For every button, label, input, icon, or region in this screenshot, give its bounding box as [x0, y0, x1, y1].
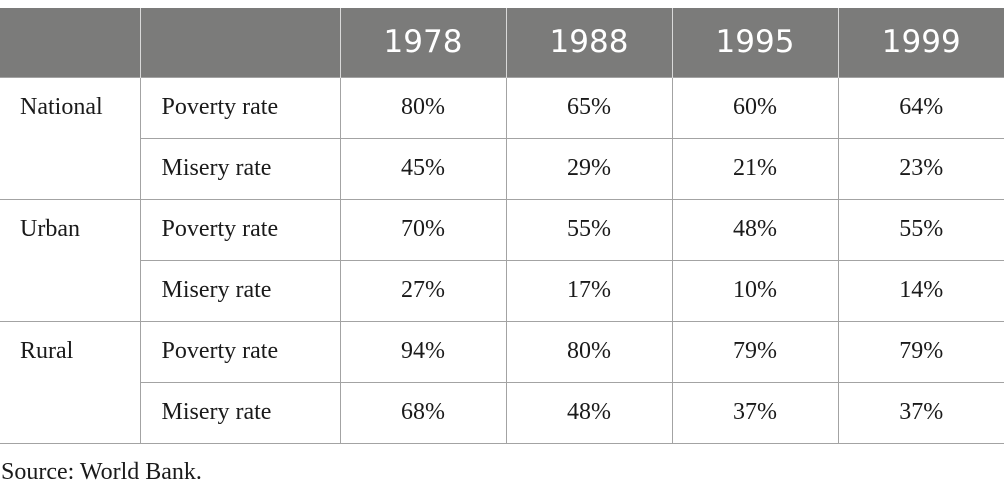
metric-label: Misery rate: [140, 138, 341, 200]
value-cell: 60%: [672, 76, 839, 139]
value-cell: 64%: [838, 76, 1004, 139]
value-cell: 29%: [506, 138, 673, 200]
value-cell: 27%: [340, 260, 507, 322]
metric-label: Poverty rate: [140, 76, 341, 139]
table-row: Urban Poverty rate 70% 55% 48% 55%: [0, 199, 1004, 322]
table-row: National Poverty rate 80% 65% 60% 64%: [0, 76, 1004, 200]
region-label-rural: Rural: [0, 321, 141, 444]
value-cell: 94%: [340, 321, 507, 383]
value-cell: 37%: [838, 382, 1004, 444]
value-cell: 37%: [672, 382, 839, 444]
metric-label: Poverty rate: [140, 321, 341, 383]
header-corner-metric: [140, 8, 341, 77]
value-cell: 48%: [672, 199, 839, 261]
table-row: Misery rate 45% 29% 21% 23%: [0, 138, 1004, 200]
table-row: Rural Poverty rate 94% 80% 79% 79%: [0, 321, 1004, 444]
value-cell: 48%: [506, 382, 673, 444]
value-cell: 23%: [838, 138, 1004, 200]
table-row: Misery rate 68% 48% 37% 37%: [0, 382, 1004, 444]
value-cell: 17%: [506, 260, 673, 322]
value-cell: 65%: [506, 76, 673, 139]
region-label-urban: Urban: [0, 199, 141, 322]
value-cell: 21%: [672, 138, 839, 200]
value-cell: 80%: [506, 321, 673, 383]
header-year-1999: 1999: [838, 8, 1004, 77]
value-cell: 55%: [838, 199, 1004, 261]
metric-label: Poverty rate: [140, 199, 341, 261]
value-cell: 79%: [838, 321, 1004, 383]
value-cell: 79%: [672, 321, 839, 383]
table-row: Misery rate 27% 17% 10% 14%: [0, 260, 1004, 322]
header-corner-region: [0, 8, 141, 77]
region-label-national: National: [0, 76, 141, 200]
value-cell: 45%: [340, 138, 507, 200]
header-year-1978: 1978: [340, 8, 507, 77]
value-cell: 55%: [506, 199, 673, 261]
table-header-row: 1978 1988 1995 1999: [0, 8, 1004, 77]
value-cell: 70%: [340, 199, 507, 261]
value-cell: 68%: [340, 382, 507, 444]
header-year-1988: 1988: [506, 8, 673, 77]
header-year-1995: 1995: [672, 8, 839, 77]
poverty-rate-table: 1978 1988 1995 1999 National Poverty rat…: [0, 8, 1004, 444]
metric-label: Misery rate: [140, 382, 341, 444]
source-note: Source: World Bank.: [1, 459, 202, 485]
value-cell: 14%: [838, 260, 1004, 322]
value-cell: 80%: [340, 76, 507, 139]
value-cell: 10%: [672, 260, 839, 322]
metric-label: Misery rate: [140, 260, 341, 322]
